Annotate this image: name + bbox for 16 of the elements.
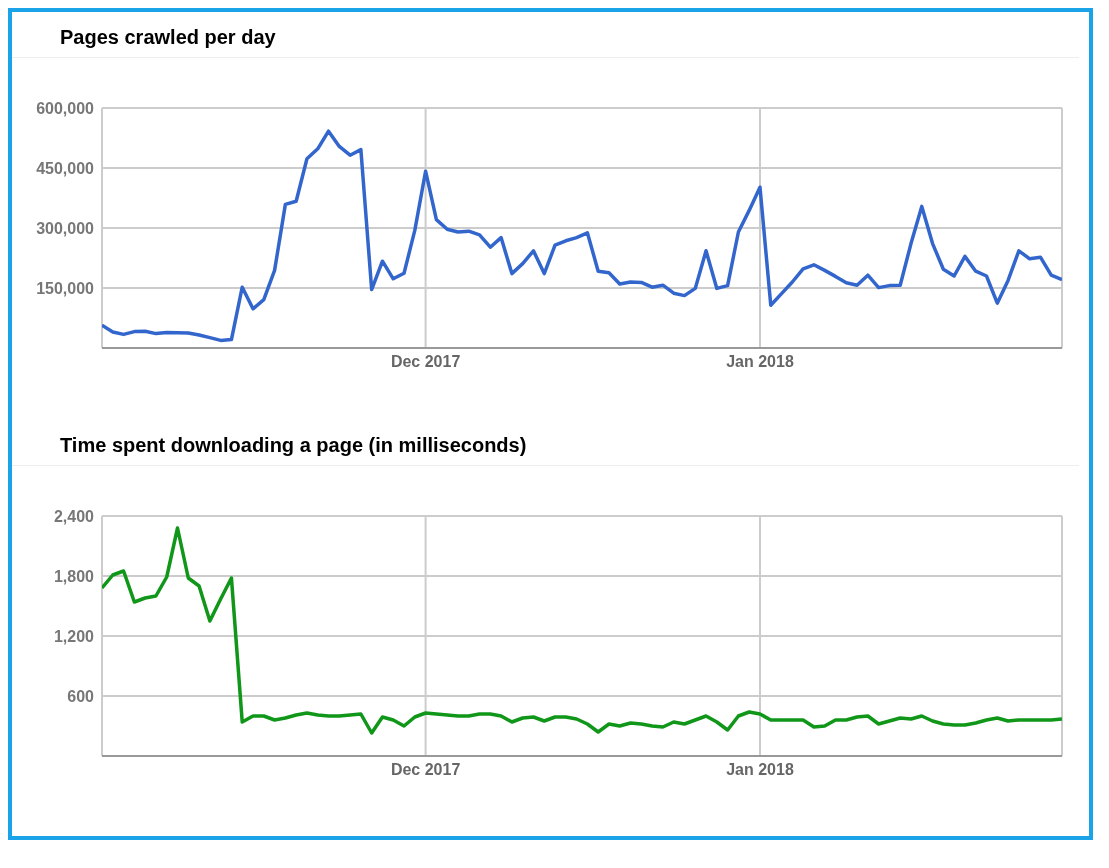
chart-title: Time spent downloading a page (in milliseconds) [12,428,1079,466]
y-tick-label: 300,000 [36,219,95,237]
x-tick-label: Jan 2018 [726,353,794,371]
x-tick-label: Dec 2017 [390,761,461,779]
y-tick-label: 1,200 [53,627,95,645]
y-tick-label: 600 [67,687,95,705]
chart-title: Pages crawled per day [12,20,1079,58]
y-tick-label: 1,800 [53,567,95,585]
x-tick-label: Jan 2018 [726,761,794,779]
line-series [102,129,1062,343]
y-tick-label: 2,400 [53,507,95,525]
y-tick-label: 150,000 [36,279,95,297]
x-tick-label: Dec 2017 [390,353,461,371]
y-tick-label: 600,000 [36,99,95,117]
y-tick-label: 450,000 [36,159,95,177]
line-series [102,526,1062,735]
